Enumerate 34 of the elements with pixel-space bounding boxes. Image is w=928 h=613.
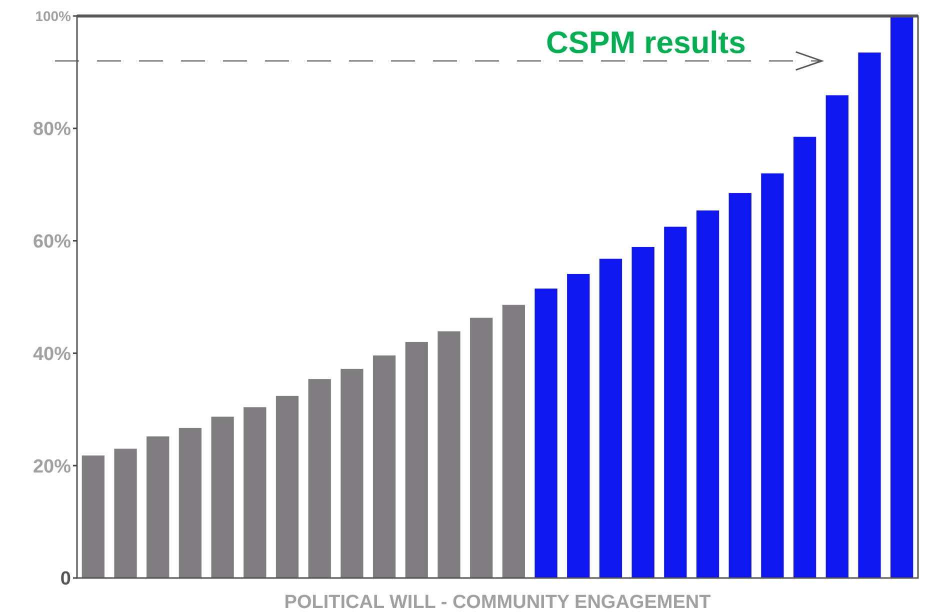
bar — [438, 331, 460, 578]
bar — [534, 288, 558, 578]
ref-line-label: CSPM results — [546, 24, 746, 60]
bar — [114, 448, 137, 578]
bar — [146, 436, 170, 578]
bar — [858, 52, 881, 578]
bar — [470, 318, 493, 578]
y-tick-label: 20% — [32, 456, 72, 478]
y-tick-label: 60% — [32, 231, 72, 252]
bar — [211, 416, 234, 578]
bar — [502, 304, 525, 578]
bar — [728, 193, 752, 578]
y-tick-label: 40% — [32, 344, 72, 365]
bar — [890, 16, 914, 578]
bar — [793, 136, 816, 578]
bar — [826, 95, 848, 578]
y-tick-label: 0 — [60, 568, 71, 590]
bar — [405, 342, 428, 578]
bar — [567, 274, 590, 578]
bar — [308, 379, 331, 578]
bar — [599, 258, 622, 578]
bar — [82, 455, 104, 578]
bar — [178, 428, 202, 578]
bar — [632, 246, 654, 578]
bar — [276, 396, 299, 578]
y-tick-label: 80% — [32, 119, 72, 140]
bar — [761, 173, 784, 578]
bar — [340, 368, 364, 578]
y-tick-label: 100% — [35, 8, 72, 24]
bar — [696, 210, 720, 578]
bar — [372, 355, 396, 578]
bar — [664, 226, 687, 578]
bar — [244, 407, 266, 578]
x-axis-title: POLITICAL WILL - COMMUNITY ENGAGEMENT — [284, 592, 712, 613]
